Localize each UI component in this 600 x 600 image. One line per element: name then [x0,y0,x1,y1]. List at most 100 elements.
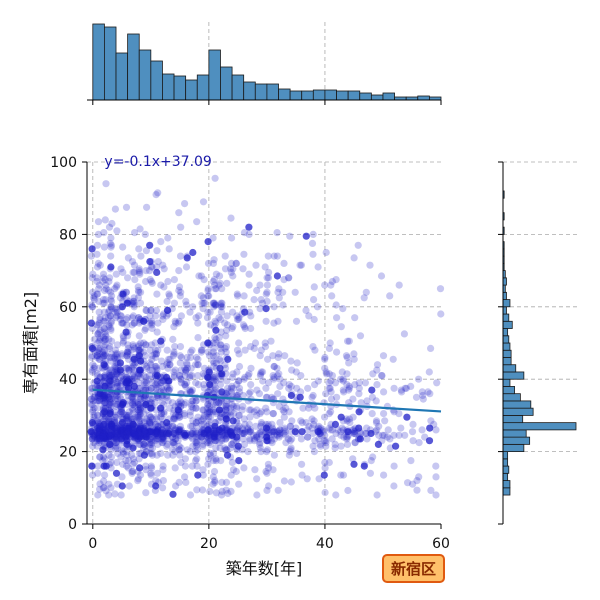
scatter-point [321,488,329,497]
scatter-point [93,442,101,450]
scatter-point [105,375,113,383]
y-hist-bar [502,458,509,467]
scatter-point [152,350,160,358]
scatter-point [183,353,191,362]
scatter-point [135,455,143,463]
scatter-point [114,424,122,432]
x-hist-bar [243,81,256,101]
scatter-point [282,431,290,439]
scatter-point [250,437,258,445]
scatter-point [140,424,149,432]
scatter-point [264,460,272,468]
scatter-point [172,482,180,490]
scatter-point [267,431,275,439]
scatter-point [390,482,398,490]
scatter-point [210,303,218,311]
scatter-point [148,321,156,329]
scatter-point [224,384,232,392]
scatter-point [210,467,219,476]
scatter-point [245,230,253,238]
scatter-point [169,415,177,423]
scatter-point [257,419,265,427]
scatter-point [204,339,212,347]
ward-badge: 新宿区 [382,554,445,583]
scatter-point [181,364,189,372]
scatter-point [148,319,156,327]
scatter-point [345,382,353,390]
scatter-point [245,390,253,398]
scatter-point [209,400,217,409]
scatter-point [112,352,120,360]
scatter-point [192,419,200,427]
scatter-point [328,292,336,300]
scatter-point [305,404,313,412]
scatter-point [276,426,284,434]
scatter-point [373,381,381,389]
scatter-point [122,379,130,387]
scatter-point [107,446,115,454]
scatter-point [164,277,172,286]
scatter-point [233,428,241,436]
scatter-point [158,384,166,392]
scatter-point [139,431,147,439]
scatter-point [392,442,400,450]
scatter-point [123,299,131,307]
scatter-point [101,415,109,423]
scatter-point [93,263,102,271]
scatter-point [172,435,180,443]
scatter-point [298,471,306,479]
x-hist-bar [208,49,221,101]
scatter-point [212,352,220,360]
scatter-point [111,346,120,354]
scatter-point [256,410,264,418]
scatter-point [100,393,109,401]
y-hist-bar [502,465,510,474]
scatter-point [125,364,133,372]
scatter-point [88,245,96,253]
scatter-point [95,428,103,436]
scatter-point [188,429,196,438]
scatter-point [210,344,218,352]
scatter-point [128,469,136,477]
scatter-point [267,437,275,445]
scatter-point [256,439,264,447]
scatter-point [136,299,145,307]
scatter-point [153,379,161,387]
scatter-point [346,419,354,427]
scatter-point [129,362,137,371]
scatter-point [362,288,370,296]
scatter-point [193,429,201,438]
scatter-point [182,382,190,390]
scatter-point [217,303,225,311]
scatter-point [102,332,110,340]
scatter-point [99,406,108,414]
scatter-point [390,408,398,416]
scatter-point [101,350,109,358]
scatter-point [201,364,209,372]
scatter-point [194,413,202,421]
scatter-point [415,473,423,481]
scatter-point [281,426,289,434]
scatter-points [87,174,445,499]
scatter-point [134,294,142,302]
scatter-point [163,373,171,381]
scatter-point [176,426,184,434]
scatter-point [118,426,126,434]
scatter-point [229,417,237,425]
scatter-point [285,274,293,282]
scatter-point [137,433,145,441]
scatter-point [172,411,180,419]
scatter-point [90,335,98,343]
scatter-point [102,420,110,428]
scatter-point [157,404,165,412]
scatter-point [136,225,144,233]
scatter-point [99,274,107,282]
scatter-point [232,259,240,267]
scatter-point [337,431,345,439]
scatter-point [171,431,180,439]
scatter-point [349,413,357,421]
scatter-point [211,285,219,293]
scatter-point [209,357,217,365]
scatter-point [345,337,353,345]
scatter-point [244,426,252,434]
